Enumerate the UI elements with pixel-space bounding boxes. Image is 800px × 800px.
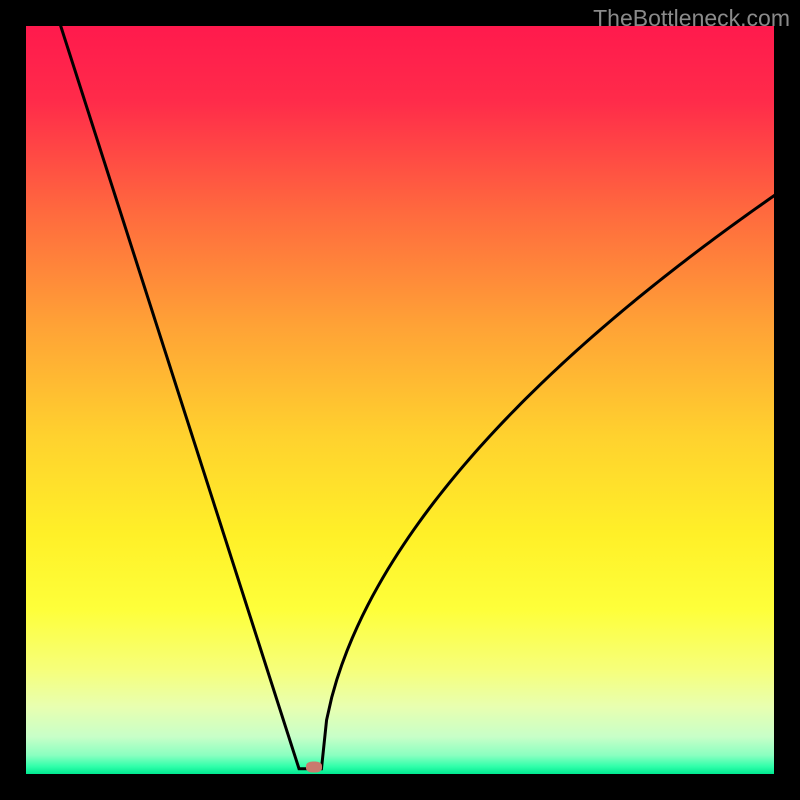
cusp-marker bbox=[306, 761, 322, 772]
bottleneck-curve bbox=[56, 26, 774, 769]
curve-svg bbox=[26, 26, 774, 774]
plot-area bbox=[26, 26, 774, 774]
watermark-text: TheBottleneck.com bbox=[593, 5, 790, 32]
